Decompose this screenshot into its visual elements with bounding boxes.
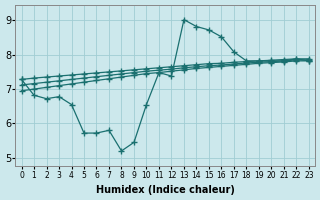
X-axis label: Humidex (Indice chaleur): Humidex (Indice chaleur)	[96, 185, 235, 195]
